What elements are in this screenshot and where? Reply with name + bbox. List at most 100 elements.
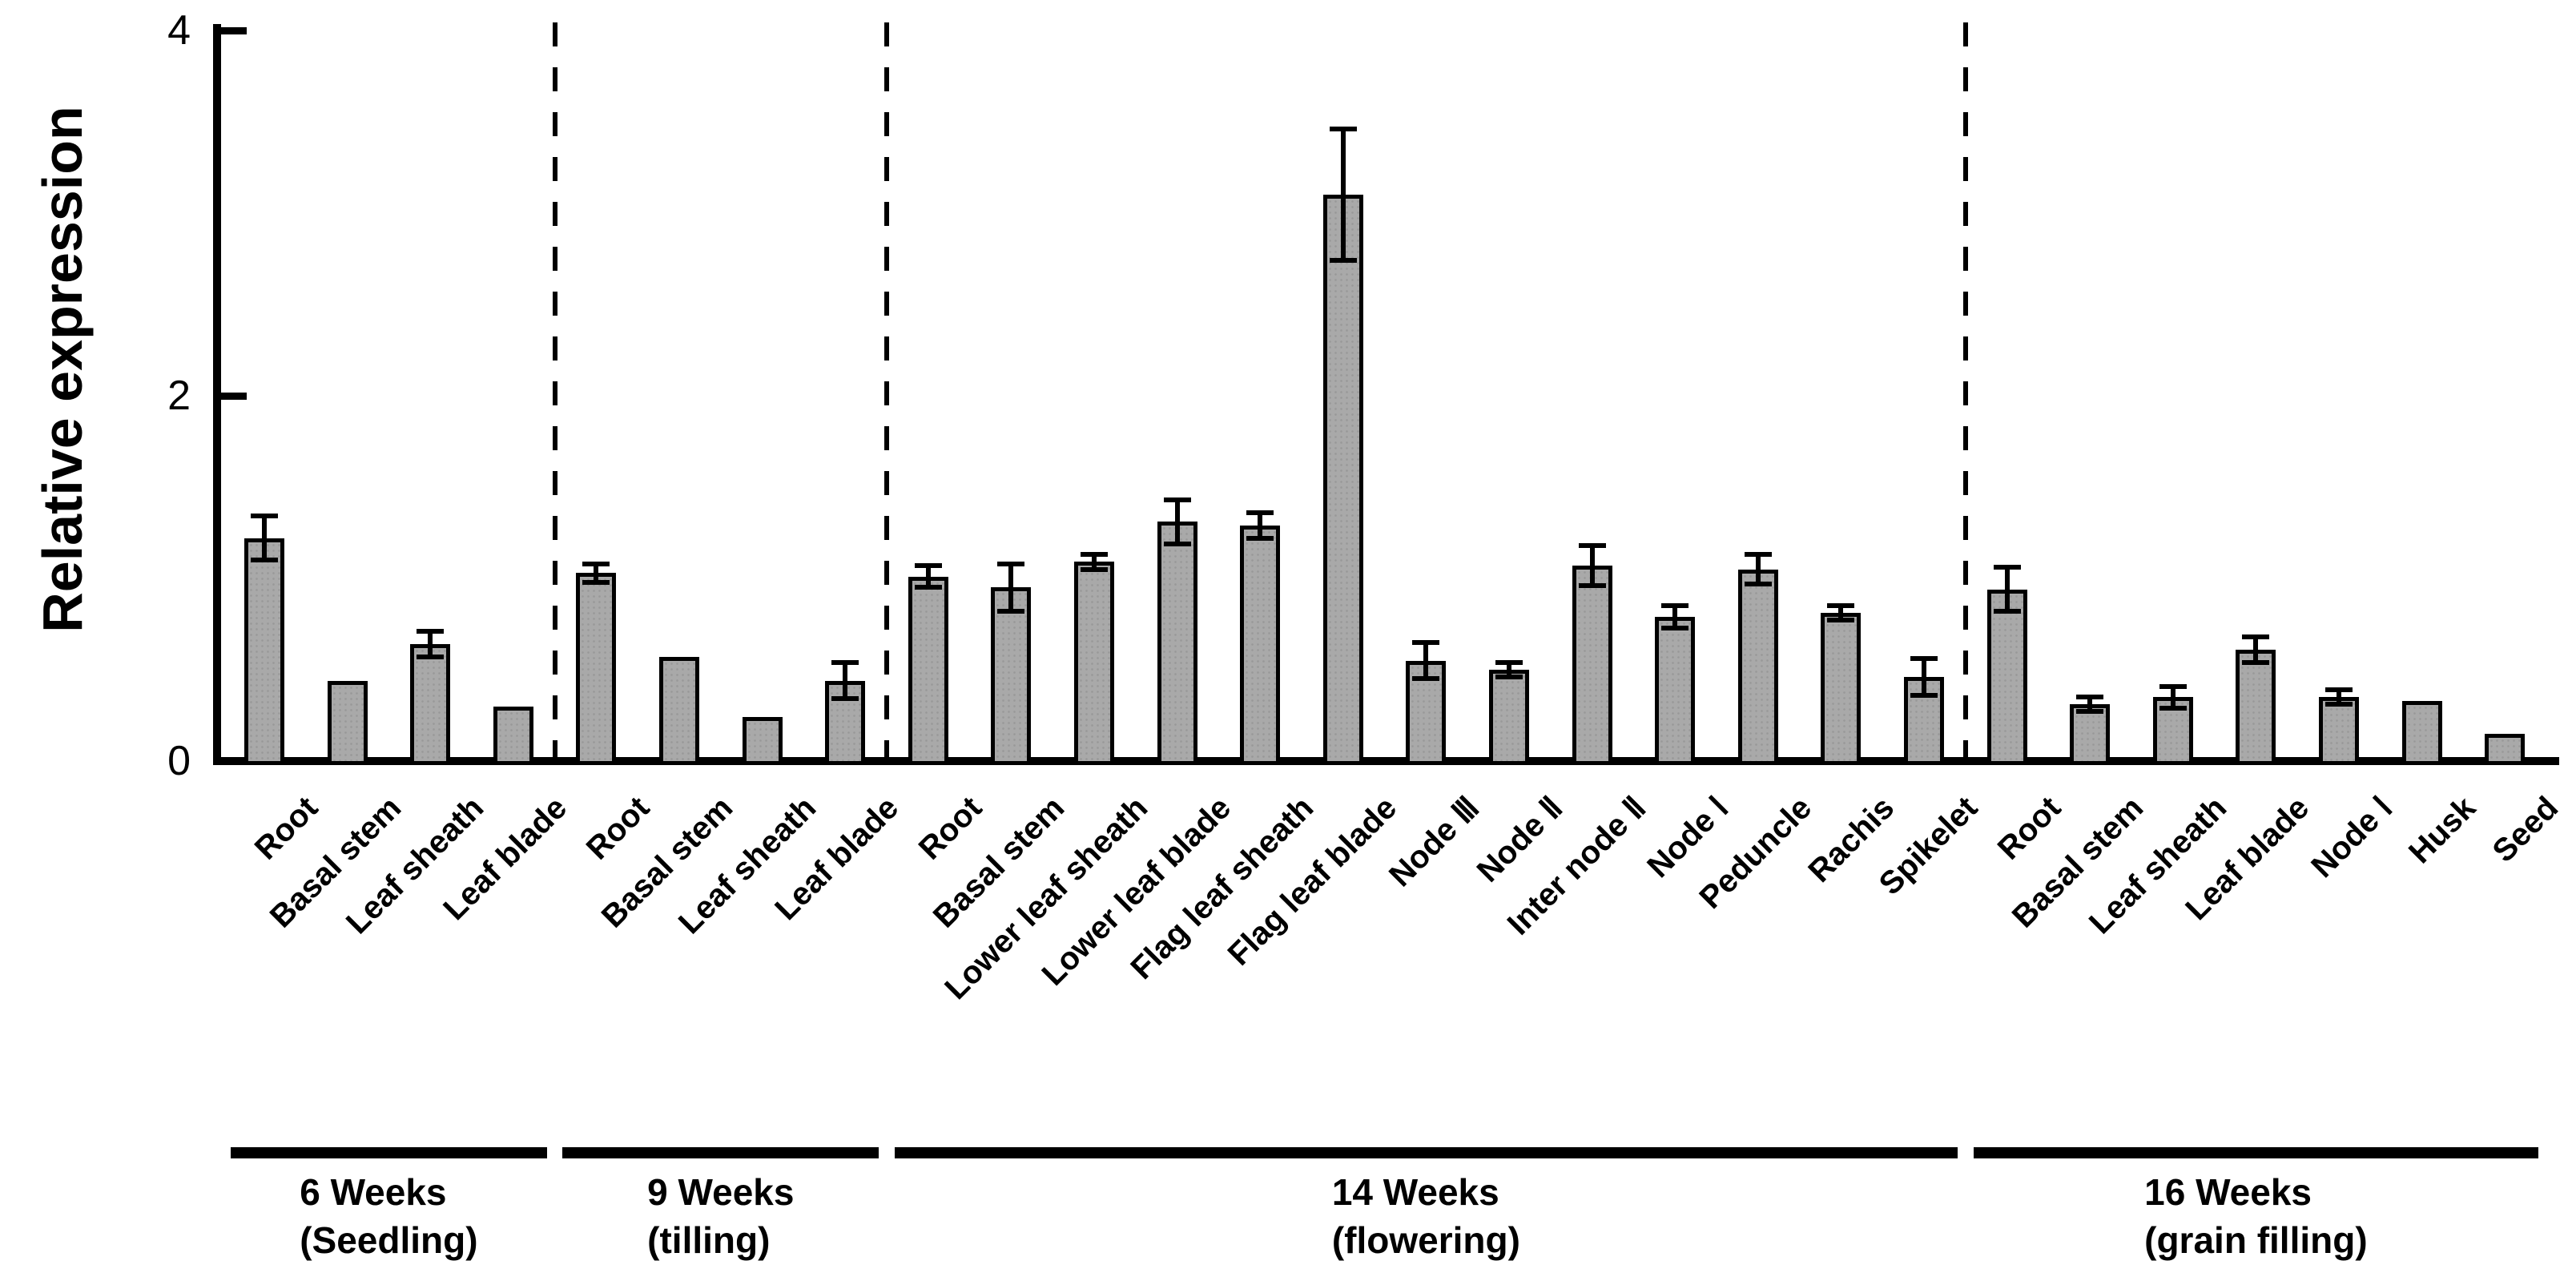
x-axis-line [213, 757, 2559, 765]
error-bar-cap-top [1661, 603, 1689, 609]
bar-flag-leaf-sheath [1240, 525, 1281, 765]
error-bar-line [1092, 554, 1097, 570]
error-bar-line [1838, 606, 1844, 621]
error-bar-cap-bottom [1910, 692, 1938, 698]
error-bar-line [594, 563, 599, 582]
y-axis-line [213, 24, 221, 765]
error-bar-line [2170, 686, 2176, 708]
error-bar-cap-top [1246, 510, 1274, 515]
error-bar-line [1340, 129, 1346, 261]
error-bar-cap-top [251, 514, 278, 519]
error-bar-cap-top [2159, 683, 2187, 689]
error-bar-line [1922, 659, 1926, 695]
bar-lower-leaf-blade [1157, 522, 1197, 765]
error-bar-cap-bottom [2242, 659, 2270, 665]
error-bar-cap-bottom [997, 609, 1025, 614]
y-axis-title: Relative expression [31, 106, 94, 633]
error-bar-line [1589, 545, 1595, 586]
bar-husk [2401, 700, 2442, 765]
error-bar-line [1672, 606, 1678, 628]
stage-underline-4 [1973, 1147, 2539, 1158]
error-bar-cap-bottom [1578, 583, 1606, 589]
bar-basal-stem [991, 587, 1032, 765]
error-bar-cap-bottom [1495, 675, 1523, 680]
error-bar-cap-top [2076, 695, 2104, 700]
bar-peduncle [1737, 569, 1778, 765]
stage-underline-1 [231, 1147, 547, 1158]
error-bar-line [428, 631, 433, 658]
error-bar-cap-bottom [1412, 676, 1440, 682]
stage-label-2: 9 Weeks (tilling) [647, 1168, 794, 1264]
group-separator-3 [1962, 22, 1968, 759]
bar-leaf-sheath [410, 644, 451, 765]
error-bar-cap-bottom [831, 696, 859, 702]
error-bar-cap-top [1910, 656, 1938, 662]
error-bar-line [1008, 563, 1014, 612]
stage-label-phase: (grain filling) [2144, 1219, 2368, 1261]
error-bar-line [1258, 512, 1263, 538]
bar-root [244, 538, 284, 765]
error-bar-cap-top [1578, 542, 1606, 548]
error-bar-cap-bottom [582, 579, 610, 585]
bar-node-ⅰ [2319, 697, 2359, 765]
bar-leaf-blade [493, 706, 533, 765]
y-tick-label-0: 0 [167, 738, 191, 784]
error-bar-line [843, 662, 848, 699]
error-bar-line [262, 516, 267, 561]
error-bar-line [2253, 636, 2259, 663]
stage-label-phase: (flowering) [1331, 1219, 1520, 1261]
error-bar-cap-bottom [2159, 705, 2187, 711]
stage-label-3: 14 Weeks (flowering) [1332, 1168, 1520, 1264]
group-separator-1 [552, 22, 557, 759]
bar-seed [2485, 733, 2526, 765]
error-bar-cap-top [582, 561, 610, 566]
error-bar-cap-bottom [1081, 566, 1108, 572]
bar-leaf-sheath [742, 717, 783, 765]
bar-rachis [1821, 613, 1862, 765]
error-bar-line [2004, 567, 2010, 612]
bar-lower-leaf-sheath [1074, 562, 1114, 765]
error-bar-cap-bottom [417, 655, 445, 660]
stage-label-phase: (Seedling) [300, 1219, 478, 1261]
error-bar-cap-top [1329, 127, 1357, 132]
error-bar-line [2337, 690, 2341, 705]
group-separator-2 [884, 22, 889, 759]
bar-root [908, 576, 948, 765]
stage-label-week: 16 Weeks [2144, 1171, 2312, 1213]
y-tick-label-4: 4 [167, 7, 191, 54]
bar-leaf-blade [2236, 649, 2276, 765]
stage-label-1: 6 Weeks (Seedling) [300, 1168, 477, 1264]
bar-basal-stem [327, 680, 368, 765]
stage-label-4: 16 Weeks (grain filling) [2144, 1168, 2368, 1264]
error-bar-cap-bottom [1329, 258, 1357, 264]
stage-underline-3 [894, 1147, 1958, 1158]
error-bar-cap-top [1081, 552, 1108, 558]
error-bar-cap-top [1412, 639, 1440, 645]
bar-root [1986, 589, 2027, 765]
error-bar-cap-bottom [2076, 709, 2104, 715]
error-bar-cap-top [997, 561, 1025, 566]
error-bar-line [1755, 554, 1761, 584]
error-bar-cap-bottom [1827, 618, 1855, 623]
stage-label-phase: (tilling) [647, 1219, 771, 1261]
stage-underline-2 [562, 1147, 879, 1158]
bar-inter-node-ⅱ [1572, 566, 1612, 765]
bar-node-ⅱ [1489, 670, 1529, 765]
stage-label-week: 9 Weeks [647, 1171, 795, 1213]
y-tick-label-2: 2 [167, 373, 191, 419]
error-bar-cap-bottom [2325, 702, 2353, 707]
error-bar-line [925, 566, 931, 588]
error-bar-cap-top [1993, 565, 2021, 570]
error-bar-cap-top [417, 629, 445, 634]
bar-root [576, 573, 617, 765]
error-bar-cap-bottom [1246, 535, 1274, 541]
error-bar-cap-bottom [1993, 609, 2021, 614]
error-bar-line [1174, 499, 1180, 544]
bar-basal-stem [2070, 704, 2111, 765]
error-bar-cap-top [1744, 552, 1772, 558]
error-bar-cap-top [914, 563, 942, 569]
error-bar-cap-bottom [251, 558, 278, 563]
error-bar-cap-top [2325, 687, 2353, 693]
error-bar-cap-top [1495, 659, 1523, 665]
